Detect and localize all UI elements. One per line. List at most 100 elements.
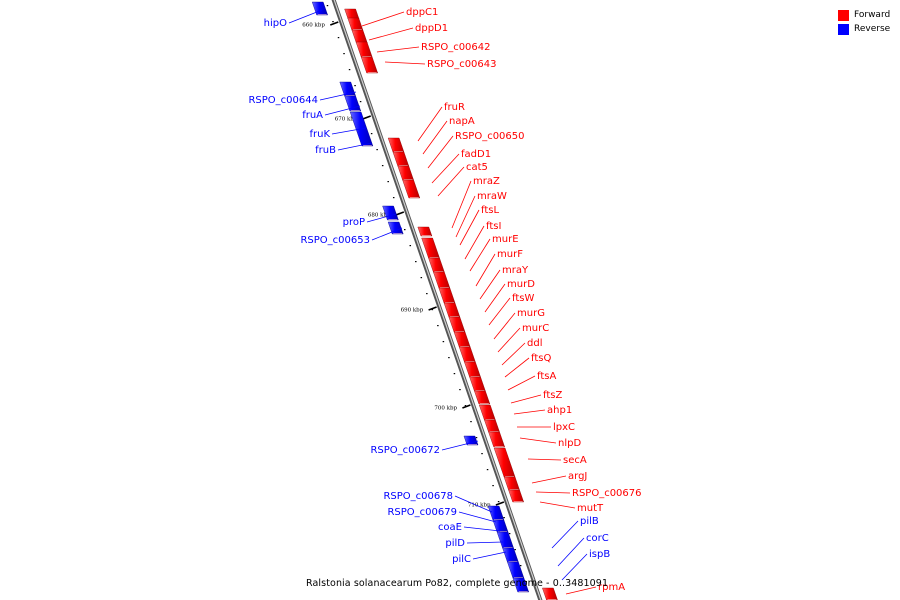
forward-gene-block — [448, 316, 466, 333]
gene-label-nlpd[interactable]: nlpD — [558, 438, 581, 449]
gene-label-mutt[interactable]: mutT — [577, 503, 604, 514]
gene-label-napa[interactable]: napA — [449, 116, 475, 127]
gene-label-dppc1[interactable]: dppC1 — [406, 7, 438, 18]
gene-label-cat5[interactable]: cat5 — [466, 162, 488, 173]
legend: Forward Reverse — [838, 8, 890, 36]
legend-forward-label: Forward — [854, 10, 891, 20]
gene-label-frua[interactable]: fruA — [302, 110, 323, 121]
leader-line — [459, 209, 480, 246]
gene-label-hipo[interactable]: hipO — [264, 18, 287, 29]
gene-label-murd[interactable]: murD — [507, 279, 535, 290]
gene-label-rspo_c00644[interactable]: RSPO_c00644 — [248, 95, 318, 106]
forward-gene-block — [347, 17, 364, 31]
gene-label-rpma[interactable]: rpmA — [598, 582, 625, 593]
forward-gene-block — [474, 390, 491, 405]
gene-label-murg[interactable]: murG — [517, 308, 545, 319]
leader-line — [565, 586, 597, 595]
gene-label-mraz[interactable]: mraZ — [473, 176, 500, 187]
gene-label-seca[interactable]: secA — [563, 455, 587, 466]
minor-tick — [370, 133, 373, 135]
gene-label-ftsw[interactable]: ftsW — [512, 293, 534, 304]
gene-label-pilb[interactable]: pilB — [580, 516, 599, 527]
gene-label-rspo_c00672[interactable]: RSPO_c00672 — [370, 445, 440, 456]
forward-swatch — [838, 9, 849, 21]
gene-label-ftsi[interactable]: ftsI — [486, 221, 501, 232]
gene-label-ahp1[interactable]: ahp1 — [547, 405, 572, 416]
leader-line — [458, 511, 497, 523]
leader-line — [479, 269, 501, 300]
tick-mark — [428, 306, 437, 311]
leader-line — [455, 195, 476, 238]
gene-label-ftsq[interactable]: ftsQ — [531, 353, 551, 364]
tick-label: 700 kbp — [434, 406, 457, 412]
gene-label-fadd1[interactable]: fadD1 — [461, 149, 491, 160]
gene-label-frub[interactable]: fruB — [315, 145, 336, 156]
forward-gene-block — [344, 8, 360, 20]
gene-label-rspo_c00642[interactable]: RSPO_c00642 — [421, 42, 491, 53]
tick-label: 710 kbp — [468, 503, 491, 509]
minor-tick — [387, 181, 389, 183]
leader-line — [431, 153, 460, 184]
gene-label-dppd1[interactable]: dppD1 — [415, 23, 448, 34]
gene-label-coae[interactable]: coaE — [438, 522, 462, 533]
gene-label-mraw[interactable]: mraW — [477, 191, 507, 202]
gene-label-prop[interactable]: proP — [343, 217, 365, 228]
leader-line — [501, 342, 526, 366]
gene-label-rspo_c00679[interactable]: RSPO_c00679 — [387, 507, 457, 518]
gene-label-murc[interactable]: murC — [522, 323, 549, 334]
gene-label-ftsl[interactable]: ftsL — [481, 205, 499, 216]
minor-tick — [348, 69, 351, 71]
gene-label-ftsa[interactable]: ftsA — [537, 371, 556, 382]
tick-mark — [462, 404, 471, 409]
gene-label-rspo_c00653[interactable]: RSPO_c00653 — [300, 235, 370, 246]
gene-label-corc[interactable]: corC — [586, 533, 609, 544]
leader-line — [368, 27, 414, 41]
minor-tick — [503, 517, 505, 519]
reverse-gene-block — [496, 531, 514, 549]
leader-line — [472, 551, 507, 560]
reverse-gene-block — [512, 577, 530, 593]
reverse-gene-block — [311, 1, 328, 16]
minor-tick — [475, 437, 478, 439]
leader-line — [451, 180, 472, 229]
leader-line — [488, 297, 511, 326]
leader-line — [464, 225, 485, 260]
leader-line — [519, 437, 557, 444]
gene-label-ftsz[interactable]: ftsZ — [543, 390, 562, 401]
gene-label-mure[interactable]: murE — [492, 234, 519, 245]
minor-tick — [442, 341, 445, 343]
gene-label-rspo_c00678[interactable]: RSPO_c00678 — [383, 491, 453, 502]
reverse-gene-block — [387, 221, 404, 235]
minor-tick — [343, 53, 345, 55]
leader-line — [376, 46, 420, 53]
gene-label-pilc[interactable]: pilC — [452, 554, 471, 565]
gene-label-mray[interactable]: mraY — [502, 265, 529, 276]
gene-label-frur[interactable]: fruR — [444, 102, 465, 113]
gene-label-murf[interactable]: murF — [497, 249, 523, 260]
minor-tick — [525, 581, 527, 583]
gene-label-lpxc[interactable]: lpxC — [553, 422, 575, 433]
gene-label-rspo_c00643[interactable]: RSPO_c00643 — [427, 59, 497, 70]
leader-line — [366, 213, 397, 223]
forward-gene-block — [355, 41, 373, 58]
forward-gene-block — [421, 237, 440, 259]
forward-gene-block — [433, 271, 451, 289]
gene-label-rspo_c00650[interactable]: RSPO_c00650 — [455, 131, 525, 142]
reverse-gene-block — [463, 435, 479, 446]
gene-label-ddl[interactable]: ddl — [527, 338, 542, 349]
reverse-gene-block — [502, 547, 519, 563]
gene-label-fruk[interactable]: fruK — [309, 129, 330, 140]
gene-label-ispb[interactable]: ispB — [589, 549, 610, 560]
minor-tick — [497, 501, 500, 503]
leader-line — [454, 495, 493, 513]
gene-label-rspo_c00676[interactable]: RSPO_c00676 — [572, 488, 642, 499]
minor-tick — [508, 533, 511, 535]
gene-label-argj[interactable]: argJ — [568, 471, 587, 482]
reverse-gene-block — [507, 561, 525, 579]
leader-line — [507, 375, 536, 391]
leader-line — [437, 166, 465, 197]
gene-label-pild[interactable]: pilD — [445, 538, 465, 549]
leader-line — [475, 253, 496, 287]
tick-layer: 660 kbp 670 kbp 680 kbp 690 kbp 700 kbp 710 k… — [302, 5, 527, 583]
minor-tick — [486, 469, 489, 471]
